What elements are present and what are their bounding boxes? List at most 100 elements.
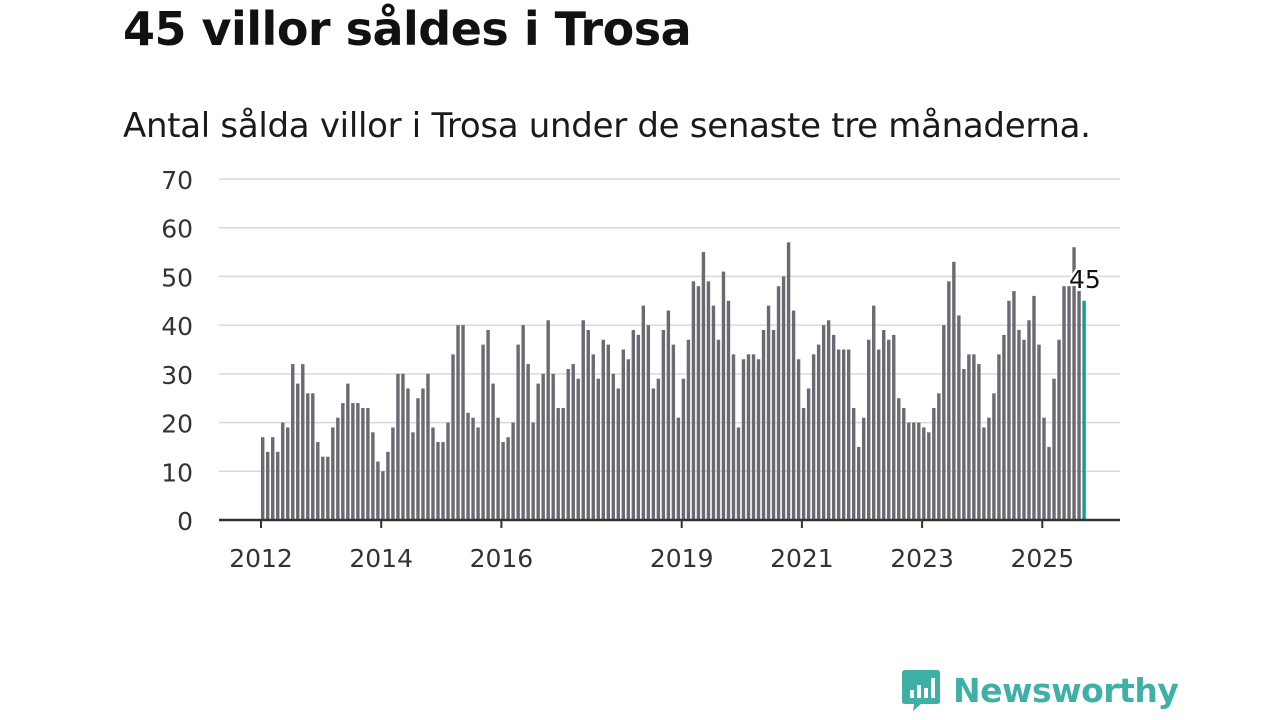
x-tick-label: 2025 bbox=[1010, 544, 1074, 573]
bar bbox=[796, 359, 801, 520]
bar bbox=[651, 388, 656, 520]
bar bbox=[1012, 291, 1016, 520]
bar bbox=[331, 427, 335, 520]
bar bbox=[401, 373, 405, 520]
bar bbox=[867, 339, 871, 520]
bar bbox=[536, 383, 540, 520]
bar bbox=[711, 305, 716, 520]
x-tick-label: 2021 bbox=[770, 544, 834, 573]
bar bbox=[496, 417, 500, 520]
bar bbox=[882, 330, 886, 520]
bar bbox=[967, 354, 971, 520]
bar bbox=[681, 378, 686, 520]
bar bbox=[846, 349, 851, 520]
bar bbox=[1067, 286, 1071, 520]
bar bbox=[932, 407, 936, 520]
bar bbox=[947, 281, 951, 520]
bar bbox=[511, 422, 515, 520]
bar bbox=[386, 451, 390, 520]
bar bbox=[581, 320, 585, 520]
bar bbox=[666, 310, 671, 520]
bar bbox=[561, 407, 565, 520]
bar bbox=[741, 359, 746, 520]
bar bbox=[756, 359, 761, 520]
bar bbox=[862, 417, 866, 520]
bar bbox=[922, 427, 926, 520]
bar bbox=[1062, 286, 1066, 520]
bar bbox=[521, 325, 525, 520]
bar bbox=[877, 349, 881, 520]
bar bbox=[746, 354, 751, 520]
newsworthy-chat-bars-icon bbox=[902, 670, 940, 711]
bar bbox=[1007, 300, 1011, 520]
newsworthy-logo: Newsworthy bbox=[901, 668, 1179, 712]
bar bbox=[381, 471, 385, 520]
bar bbox=[982, 427, 986, 520]
bar bbox=[361, 407, 365, 520]
bar bbox=[706, 281, 711, 520]
bar bbox=[486, 330, 490, 520]
bar bbox=[736, 427, 741, 520]
bar bbox=[856, 446, 861, 520]
bar bbox=[566, 368, 570, 520]
bar bbox=[977, 364, 981, 520]
bar bbox=[671, 344, 676, 520]
bar bbox=[726, 300, 731, 520]
bar bbox=[551, 373, 555, 520]
bar bbox=[456, 325, 460, 520]
bar bbox=[656, 378, 661, 520]
bar bbox=[1032, 295, 1036, 520]
newsworthy-brand-name: Newsworthy bbox=[953, 670, 1179, 710]
bar bbox=[306, 393, 310, 520]
bar bbox=[546, 320, 550, 520]
bar bbox=[631, 330, 636, 520]
bar bbox=[1037, 344, 1041, 520]
bar bbox=[501, 442, 505, 520]
highlight-bar bbox=[1082, 300, 1086, 520]
bar bbox=[391, 427, 395, 520]
bar bbox=[351, 403, 355, 520]
bar bbox=[641, 305, 646, 520]
bar bbox=[701, 252, 706, 520]
y-tick-label: 20 bbox=[161, 410, 193, 439]
bar bbox=[917, 422, 921, 520]
bar bbox=[616, 388, 620, 520]
bar bbox=[576, 378, 580, 520]
bar bbox=[957, 315, 961, 520]
bar bbox=[1052, 378, 1056, 520]
bar bbox=[841, 349, 846, 520]
bar bbox=[396, 373, 400, 520]
bar bbox=[321, 456, 325, 520]
bar bbox=[466, 412, 470, 520]
bar bbox=[1042, 417, 1046, 520]
bar bbox=[461, 325, 465, 520]
bar bbox=[716, 339, 721, 520]
bar bbox=[281, 422, 285, 520]
bar bbox=[661, 330, 666, 520]
bar bbox=[766, 305, 771, 520]
bar bbox=[781, 276, 786, 520]
bar bbox=[826, 320, 831, 520]
x-tick-label: 2023 bbox=[890, 544, 954, 573]
bar bbox=[421, 388, 425, 520]
bar bbox=[316, 442, 320, 520]
bar bbox=[816, 344, 821, 520]
bar bbox=[591, 354, 595, 520]
bar bbox=[416, 398, 420, 520]
bar bbox=[636, 334, 641, 520]
bar bbox=[366, 407, 370, 520]
bar bbox=[296, 383, 300, 520]
bar bbox=[341, 403, 345, 520]
y-tick-label: 60 bbox=[161, 215, 193, 244]
bar bbox=[731, 354, 736, 520]
bar bbox=[426, 373, 430, 520]
y-tick-label: 0 bbox=[177, 507, 193, 536]
bar bbox=[491, 383, 495, 520]
bar bbox=[476, 427, 480, 520]
bar bbox=[811, 354, 816, 520]
bar bbox=[1027, 320, 1031, 520]
bar bbox=[646, 325, 651, 520]
bar bbox=[606, 344, 610, 520]
bar bbox=[336, 417, 340, 520]
bar bbox=[887, 339, 891, 520]
